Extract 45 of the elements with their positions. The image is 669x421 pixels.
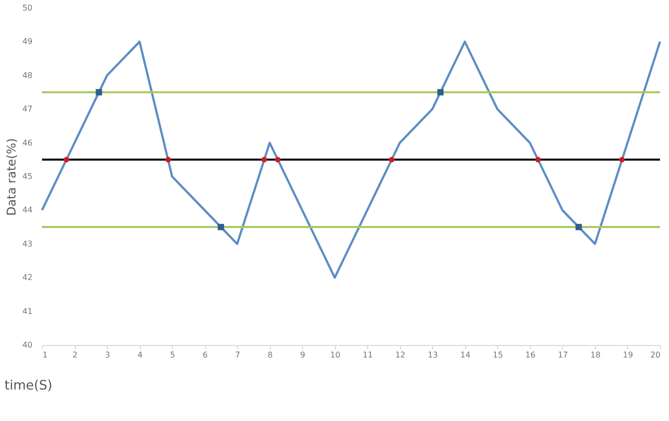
y-tick-label: 41 bbox=[22, 306, 32, 316]
x-tick-label: 16 bbox=[525, 350, 536, 360]
y-tick-label: 44 bbox=[22, 206, 32, 215]
y-tick-label: 42 bbox=[22, 273, 32, 282]
x-tick-label: 5 bbox=[170, 350, 176, 360]
point bbox=[619, 156, 625, 162]
line-series bbox=[40, 40, 662, 279]
point bbox=[275, 156, 281, 162]
y-tick-label: 45 bbox=[22, 172, 32, 181]
x-tick-label: 17 bbox=[558, 350, 568, 360]
point bbox=[261, 156, 267, 162]
y-tick-label: 40 bbox=[22, 340, 32, 350]
x-tick-label: 18 bbox=[590, 350, 601, 360]
point bbox=[165, 156, 171, 162]
point bbox=[96, 89, 102, 96]
y-tick-label: 46 bbox=[22, 138, 32, 148]
y-tick-label: 43 bbox=[22, 239, 32, 248]
x-tick-label: 8 bbox=[268, 350, 273, 360]
x-tick-label: 20 bbox=[650, 350, 660, 360]
x-tick-label: 2 bbox=[72, 350, 78, 360]
point bbox=[388, 156, 394, 162]
y-tick-label: 48 bbox=[22, 70, 32, 80]
x-tick-label: 1 bbox=[42, 350, 48, 360]
x-tick-label: 13 bbox=[428, 350, 438, 360]
x-tick-label: 14 bbox=[460, 350, 470, 360]
x-tick-label: 3 bbox=[105, 350, 110, 360]
point bbox=[576, 224, 582, 230]
x-axis-title: time(S) bbox=[4, 378, 52, 394]
x-tick-label: 19 bbox=[622, 350, 634, 360]
x-tick-label: 9 bbox=[300, 350, 306, 360]
point bbox=[64, 156, 70, 162]
y-tick-label: 50 bbox=[22, 4, 32, 12]
x-tick-label: 4 bbox=[138, 350, 143, 360]
y-axis-title: Data rate(%) bbox=[4, 138, 18, 216]
point bbox=[437, 89, 444, 96]
x-tick-label: 7 bbox=[235, 350, 240, 360]
x-tick-label: 6 bbox=[202, 350, 208, 360]
x-tick-label: 12 bbox=[395, 350, 406, 360]
y-tick-label: 47 bbox=[22, 104, 32, 114]
x-tick-label: 15 bbox=[492, 350, 503, 360]
x-tick-label: 10 bbox=[330, 350, 340, 360]
x-tick-label: 11 bbox=[362, 350, 373, 360]
point bbox=[535, 156, 541, 162]
y-tick-label: 49 bbox=[22, 37, 32, 46]
point bbox=[218, 224, 224, 230]
